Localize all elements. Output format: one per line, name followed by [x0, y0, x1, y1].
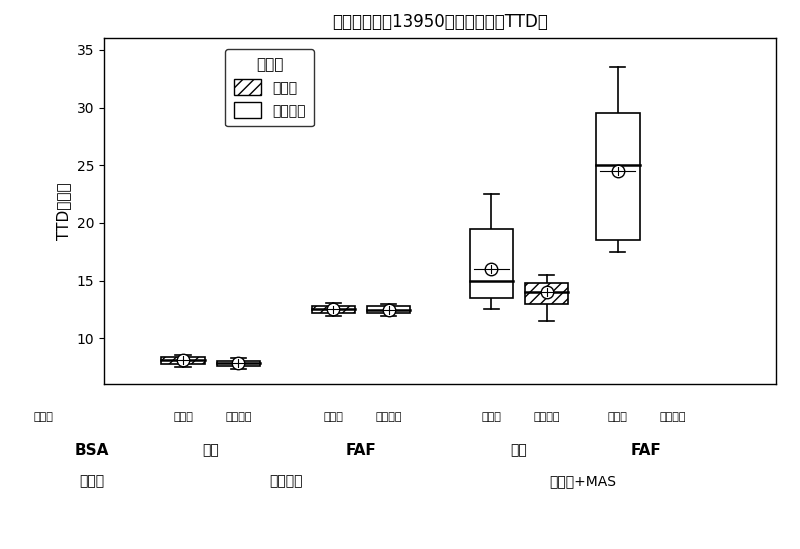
Bar: [217, 361, 260, 366]
Bar: [367, 306, 410, 313]
Text: 常规: 常规: [202, 443, 219, 457]
Text: 脂肪酸: 脂肪酸: [34, 412, 54, 422]
Legend: 脂肪酸, 无脂肪酸: 脂肪酸, 无脂肪酸: [225, 49, 314, 126]
Text: 补充物: 补充物: [79, 474, 105, 488]
Title: 胞内分枝杆茉13950的检出时间（TTD）: 胞内分枝杆茉13950的检出时间（TTD）: [332, 13, 548, 31]
Text: 常规: 常规: [510, 443, 527, 457]
Bar: [311, 306, 355, 313]
Text: 无脂肪酸: 无脂肪酸: [375, 412, 402, 422]
Text: FAF: FAF: [630, 443, 661, 458]
Text: 脂肪酸: 脂肪酸: [482, 412, 502, 422]
Text: FAF: FAF: [346, 443, 376, 458]
Text: 培养基+MAS: 培养基+MAS: [549, 474, 616, 488]
Text: 无脂肪酸: 无脂肪酸: [534, 412, 560, 422]
Text: 脂肪酸: 脂肪酸: [608, 412, 628, 422]
Text: BSA: BSA: [75, 443, 110, 458]
Bar: [525, 283, 569, 304]
Text: 脂肪酸: 脂肪酸: [173, 412, 193, 422]
Bar: [470, 228, 513, 298]
Bar: [596, 113, 640, 240]
Text: 仅培养基: 仅培养基: [269, 474, 302, 488]
Bar: [162, 357, 205, 363]
Text: 无脂肪酸: 无脂肪酸: [660, 412, 686, 422]
Y-axis label: TTD（天）: TTD（天）: [56, 183, 71, 240]
Text: 脂肪酸: 脂肪酸: [323, 412, 343, 422]
Text: 无脂肪酸: 无脂肪酸: [225, 412, 252, 422]
